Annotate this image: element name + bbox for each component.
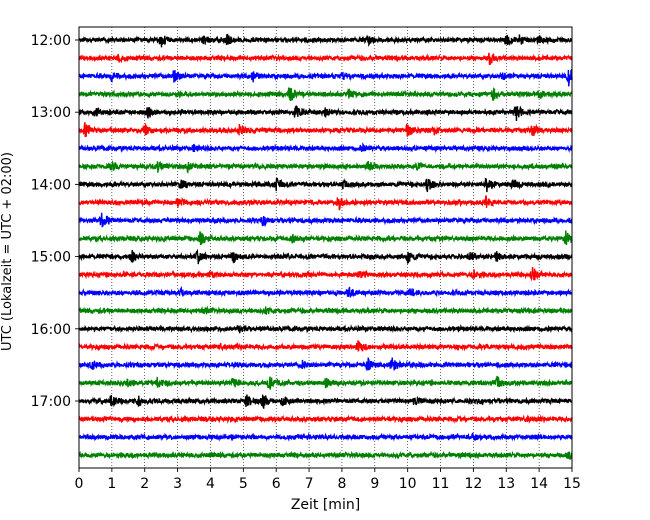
x-tick-label: 4 [206,476,215,492]
x-tick-label: 11 [432,476,450,492]
y-tick-label: 15:00 [31,250,71,266]
x-tick-label: 6 [272,476,281,492]
trace-line [78,159,573,174]
trace-line [78,305,573,316]
y-tick-label: 13:00 [31,105,71,121]
plot-frame [78,26,573,469]
y-tick-label: 12:00 [31,33,71,49]
y-tick-label: 16:00 [31,322,71,338]
trace-line [78,267,573,282]
x-tick-label: 1 [107,476,116,492]
trace-line [78,177,573,193]
x-tick-label: 13 [497,476,515,492]
x-tick-label: 5 [239,476,248,492]
x-tick-label: 7 [305,476,314,492]
trace-line [78,323,573,334]
trace-group [78,33,573,460]
trace-line [78,33,573,48]
x-tick-label: 3 [173,476,182,492]
trace-line [78,141,573,154]
x-tick-label: 2 [140,476,149,492]
trace-line [78,432,573,442]
trace-line [78,375,573,390]
y-axis-title: UTC (Lokalzeit = UTC + 02:00) [0,152,15,351]
trace-line [78,414,573,425]
trace-line [78,230,573,246]
trace-line [78,340,573,353]
trace-line [78,357,573,371]
trace-line [78,68,573,87]
x-tick-label: 9 [370,476,379,492]
y-axis-ticks: 12:00 13:00 14:00 15:00 16:00 17:00 [31,33,79,410]
trace-line [78,394,573,409]
trace-line [78,450,573,460]
trace-line [78,52,573,66]
x-axis-ticks: 0 1 2 3 4 5 6 7 8 9 10 11 12 13 14 15 [75,468,581,492]
x-tick-label: 10 [399,476,417,492]
x-tick-label: 12 [464,476,482,492]
trace-line [78,122,573,138]
trace-line [78,248,573,265]
x-tick-label: 15 [563,476,581,492]
x-tick-label: 8 [337,476,346,492]
trace-line [78,195,573,211]
trace-line [78,86,573,102]
trace-line [78,285,573,298]
x-axis-title: Zeit [min] [291,497,360,513]
trace-line [78,212,573,228]
y-tick-label: 17:00 [31,394,71,410]
x-tick-label: 0 [75,476,84,492]
x-tick-label: 14 [530,476,548,492]
y-tick-label: 14:00 [31,177,71,193]
trace-line [78,105,573,121]
